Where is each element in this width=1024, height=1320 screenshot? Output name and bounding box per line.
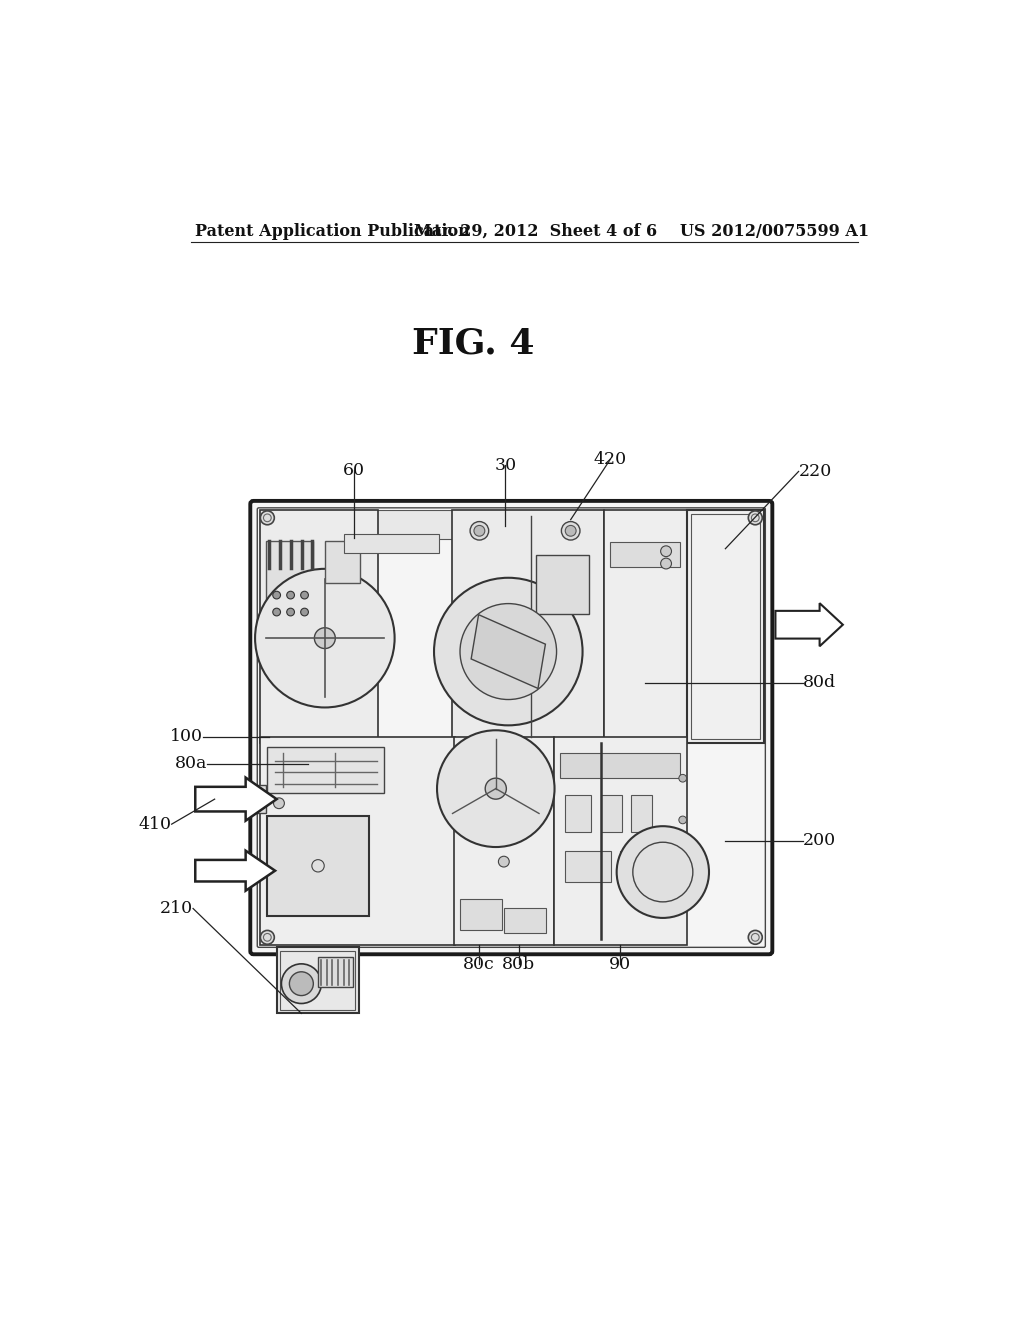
Bar <box>560 754 681 779</box>
Circle shape <box>301 609 308 616</box>
Text: 80d: 80d <box>803 675 836 692</box>
Circle shape <box>660 558 672 569</box>
Circle shape <box>260 511 274 525</box>
Circle shape <box>273 797 285 809</box>
Text: 30: 30 <box>495 457 516 474</box>
Bar <box>554 737 687 945</box>
Text: 80a: 80a <box>175 755 207 772</box>
Bar <box>276 948 359 1014</box>
Circle shape <box>301 591 308 599</box>
Text: Patent Application Publication: Patent Application Publication <box>196 223 470 240</box>
Polygon shape <box>196 777 276 821</box>
Circle shape <box>272 591 281 599</box>
Circle shape <box>660 546 672 557</box>
Bar <box>564 795 591 833</box>
Text: 410: 410 <box>138 816 172 833</box>
Text: US 2012/0075599 A1: US 2012/0075599 A1 <box>680 223 868 240</box>
Circle shape <box>474 525 484 536</box>
Bar <box>610 543 681 566</box>
Bar <box>317 957 352 987</box>
Circle shape <box>287 609 295 616</box>
Bar <box>504 908 546 932</box>
Bar <box>454 737 554 945</box>
Text: FIG. 4: FIG. 4 <box>412 326 535 360</box>
Circle shape <box>272 609 281 616</box>
Text: 0: 0 <box>315 861 322 871</box>
Circle shape <box>616 826 709 917</box>
Circle shape <box>282 964 322 1003</box>
Text: 200: 200 <box>803 833 836 849</box>
Text: 60: 60 <box>343 462 365 479</box>
Circle shape <box>460 603 557 700</box>
Circle shape <box>470 521 488 540</box>
Bar <box>631 795 652 833</box>
Bar <box>266 644 299 673</box>
Text: 80b: 80b <box>503 956 536 973</box>
Text: 100: 100 <box>170 729 204 744</box>
Circle shape <box>565 525 577 536</box>
Bar <box>260 737 455 945</box>
Circle shape <box>290 972 313 995</box>
Bar <box>687 510 764 743</box>
Bar <box>690 513 760 739</box>
Bar <box>325 541 360 583</box>
Circle shape <box>679 775 687 781</box>
Bar <box>564 851 611 883</box>
Text: 420: 420 <box>594 450 627 467</box>
Text: 80c: 80c <box>463 956 495 973</box>
Bar <box>604 510 687 743</box>
Bar <box>267 747 384 793</box>
Polygon shape <box>196 850 275 891</box>
Bar <box>600 795 622 833</box>
Circle shape <box>749 511 762 525</box>
Polygon shape <box>775 603 843 647</box>
Bar <box>281 952 355 1010</box>
Bar <box>267 816 369 916</box>
Bar <box>460 899 502 931</box>
Circle shape <box>434 578 583 726</box>
FancyBboxPatch shape <box>250 500 772 954</box>
Circle shape <box>287 591 295 599</box>
Text: Mar. 29, 2012  Sheet 4 of 6: Mar. 29, 2012 Sheet 4 of 6 <box>414 223 656 240</box>
Circle shape <box>437 730 555 847</box>
Bar <box>253 785 266 813</box>
Circle shape <box>260 931 274 944</box>
Circle shape <box>749 931 762 944</box>
Polygon shape <box>471 615 546 689</box>
Text: 220: 220 <box>799 463 831 480</box>
Circle shape <box>679 816 687 824</box>
Circle shape <box>499 857 509 867</box>
Circle shape <box>485 779 506 799</box>
Bar <box>260 510 763 539</box>
Circle shape <box>561 521 580 540</box>
Circle shape <box>314 628 335 648</box>
Circle shape <box>255 569 394 708</box>
Text: 210: 210 <box>160 900 194 917</box>
Text: 90: 90 <box>609 956 632 973</box>
Bar <box>266 541 313 612</box>
Bar <box>536 556 589 614</box>
Bar <box>621 851 647 883</box>
Bar <box>344 535 439 553</box>
Bar <box>260 510 378 743</box>
Bar <box>452 510 604 743</box>
